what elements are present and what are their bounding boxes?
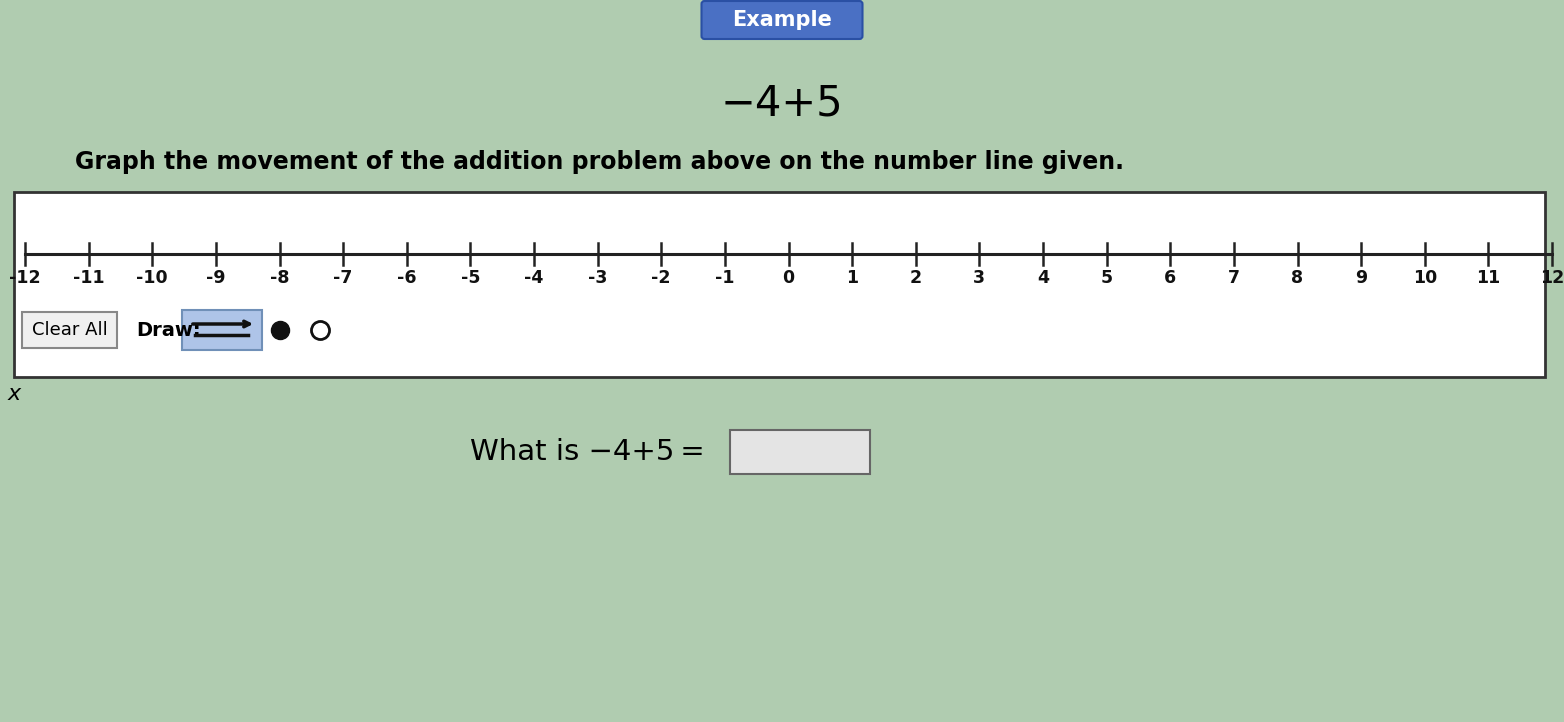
Text: -2: -2 bbox=[652, 269, 671, 287]
Bar bbox=[181, 310, 263, 350]
Text: What is −4+5 =: What is −4+5 = bbox=[471, 438, 705, 466]
Text: 10: 10 bbox=[1412, 269, 1437, 287]
Text: 1: 1 bbox=[846, 269, 859, 287]
Text: 0: 0 bbox=[782, 269, 795, 287]
Text: -7: -7 bbox=[333, 269, 353, 287]
Text: 3: 3 bbox=[973, 269, 985, 287]
Text: -6: -6 bbox=[397, 269, 416, 287]
Text: Draw:: Draw: bbox=[136, 321, 200, 339]
Text: Graph the movement of the addition problem above on the number line given.: Graph the movement of the addition probl… bbox=[75, 150, 1125, 174]
Text: Example: Example bbox=[732, 10, 832, 30]
Text: 5: 5 bbox=[1101, 269, 1112, 287]
Text: 8: 8 bbox=[1292, 269, 1303, 287]
Text: -5: -5 bbox=[461, 269, 480, 287]
Text: 12: 12 bbox=[1541, 269, 1564, 287]
Bar bbox=[14, 192, 1545, 377]
Bar bbox=[730, 430, 870, 474]
Text: -12: -12 bbox=[9, 269, 41, 287]
Text: -11: -11 bbox=[74, 269, 105, 287]
Text: 6: 6 bbox=[1164, 269, 1176, 287]
Text: −4+5: −4+5 bbox=[721, 83, 843, 125]
Text: -1: -1 bbox=[715, 269, 735, 287]
Text: x: x bbox=[8, 384, 20, 404]
Text: 11: 11 bbox=[1476, 269, 1500, 287]
Text: -3: -3 bbox=[588, 269, 607, 287]
Text: 9: 9 bbox=[1354, 269, 1367, 287]
Bar bbox=[22, 312, 117, 348]
Text: 7: 7 bbox=[1228, 269, 1240, 287]
FancyBboxPatch shape bbox=[702, 1, 862, 39]
Text: Clear All: Clear All bbox=[31, 321, 108, 339]
Text: 2: 2 bbox=[910, 269, 921, 287]
Text: -8: -8 bbox=[269, 269, 289, 287]
Text: -10: -10 bbox=[136, 269, 167, 287]
Text: -4: -4 bbox=[524, 269, 544, 287]
Text: -9: -9 bbox=[206, 269, 225, 287]
Text: 4: 4 bbox=[1037, 269, 1049, 287]
